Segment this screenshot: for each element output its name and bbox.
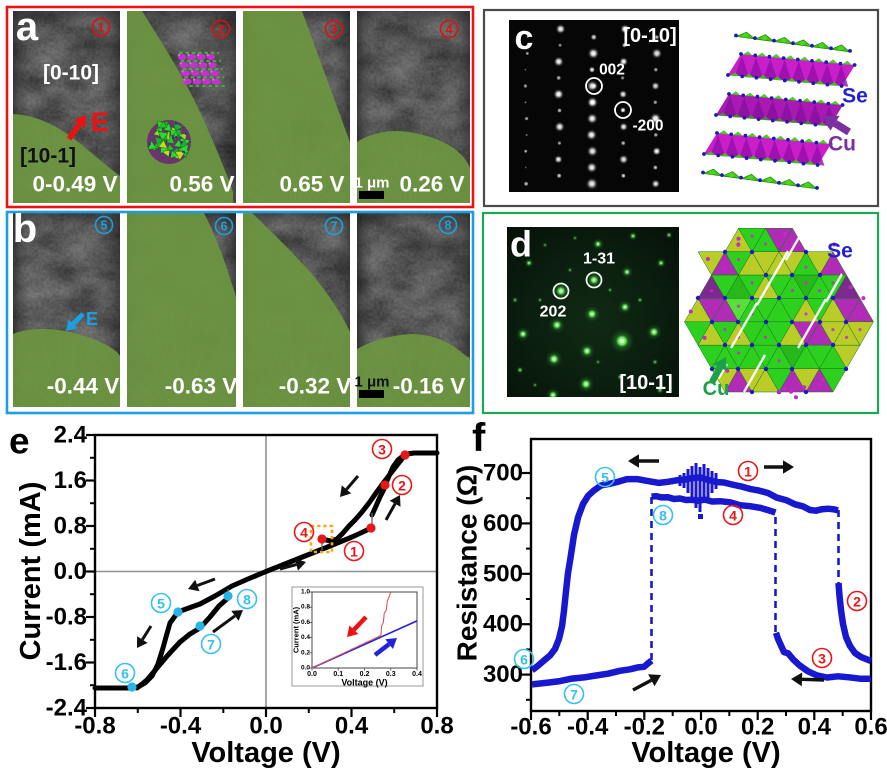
svg-text:2: 2 [398,478,406,494]
svg-text:1: 1 [98,21,105,35]
svg-text:0.8: 0.8 [54,513,87,540]
svg-text:0.0: 0.0 [301,665,310,672]
svg-text:Current (mA): Current (mA) [292,606,301,653]
svg-text:8: 8 [243,592,251,608]
svg-text:4: 4 [300,525,308,541]
svg-text:0.65 V: 0.65 V [279,172,344,197]
svg-text:202: 202 [540,304,567,321]
svg-text:0.3: 0.3 [386,671,396,678]
svg-text:1 μm: 1 μm [354,175,389,192]
svg-text:3: 3 [378,442,386,458]
svg-text:4: 4 [446,23,453,37]
svg-text:0.2: 0.2 [741,714,774,741]
svg-text:Voltage (V): Voltage (V) [191,737,340,769]
svg-text:5: 5 [601,470,609,486]
svg-text:8: 8 [659,508,667,524]
svg-text:-0.4: -0.4 [567,714,609,741]
svg-text:0.2: 0.2 [301,649,310,656]
svg-text:E: E [86,309,98,329]
svg-text:Se: Se [827,240,853,263]
svg-text:0.0: 0.0 [684,714,717,741]
svg-text:0.1: 0.1 [333,671,343,678]
svg-text:-0.63 V: -0.63 V [165,374,238,399]
svg-text:Resistance (Ω): Resistance (Ω) [452,465,483,662]
svg-text:Se: Se [842,85,868,108]
svg-text:-0.2: -0.2 [624,714,665,741]
svg-text:0.4: 0.4 [335,713,369,740]
svg-text:Voltage (V): Voltage (V) [631,737,780,769]
svg-text:[10-1]: [10-1] [20,145,76,168]
svg-text:500: 500 [483,560,523,587]
svg-text:Cu: Cu [828,133,856,156]
svg-text:-0.6: -0.6 [510,714,551,741]
svg-text:2: 2 [853,594,861,610]
svg-text:0.6: 0.6 [854,714,887,741]
svg-text:0.26 V: 0.26 V [399,172,464,197]
svg-text:[10-1]: [10-1] [619,372,672,394]
svg-text:1.0: 1.0 [301,589,310,596]
svg-text:e: e [9,421,30,462]
svg-text:0.4: 0.4 [798,714,832,741]
svg-text:-0.44 V: -0.44 V [47,374,120,399]
svg-text:0.0: 0.0 [249,713,282,740]
svg-text:700: 700 [483,460,523,487]
svg-text:-2.4: -2.4 [46,695,88,722]
svg-text:0.0: 0.0 [54,558,87,585]
svg-text:7: 7 [207,637,215,653]
svg-text:2.4: 2.4 [54,422,88,449]
svg-text:7: 7 [570,687,578,703]
svg-text:-0.8: -0.8 [74,713,115,740]
svg-text:-0.8: -0.8 [46,604,87,631]
svg-text:-200: -200 [632,118,663,135]
svg-text:0.4: 0.4 [301,634,310,641]
svg-text:Current (mA): Current (mA) [15,482,47,661]
svg-text:-0.4: -0.4 [160,713,202,740]
svg-text:f: f [472,416,486,460]
svg-text:0.4: 0.4 [412,671,422,678]
svg-text:1-31: 1-31 [583,251,615,268]
svg-text:[0-10]: [0-10] [623,25,676,47]
svg-text:-0.16 V: -0.16 V [393,374,466,399]
svg-text:1 μm: 1 μm [354,374,389,391]
svg-text:8: 8 [445,219,452,233]
svg-text:002: 002 [599,62,625,79]
svg-text:7: 7 [331,220,338,234]
svg-text:[0-10]: [0-10] [43,62,99,85]
svg-text:1: 1 [744,464,752,480]
svg-text:c: c [515,19,534,57]
svg-text:0.8: 0.8 [420,713,453,740]
svg-text:4: 4 [729,508,737,524]
svg-text:-1.6: -1.6 [46,649,87,676]
svg-text:d: d [510,224,532,265]
svg-text:6: 6 [121,666,129,682]
svg-text:-0.32 V: -0.32 V [279,374,352,399]
svg-text:a: a [16,5,39,49]
svg-text:E: E [91,107,109,137]
svg-text:Voltage (V): Voltage (V) [341,678,387,688]
svg-text:0.2: 0.2 [360,671,370,678]
svg-text:3: 3 [331,23,338,37]
svg-text:6: 6 [221,220,228,234]
svg-text:600: 600 [483,510,523,537]
svg-text:0-0.49 V: 0-0.49 V [32,172,117,197]
svg-text:400: 400 [483,611,523,638]
svg-text:3: 3 [818,651,826,667]
svg-text:6: 6 [520,652,528,668]
svg-text:2: 2 [218,23,225,37]
svg-text:0.0: 0.0 [307,671,317,678]
svg-text:5: 5 [101,219,108,233]
svg-text:5: 5 [157,596,165,612]
svg-text:0.8: 0.8 [301,604,310,611]
svg-text:b: b [13,207,37,251]
svg-text:0.6: 0.6 [301,619,310,626]
svg-text:Cu: Cu [703,378,730,400]
svg-text:1: 1 [350,544,358,560]
svg-text:0.56 V: 0.56 V [169,172,234,197]
svg-text:1.6: 1.6 [54,467,87,494]
